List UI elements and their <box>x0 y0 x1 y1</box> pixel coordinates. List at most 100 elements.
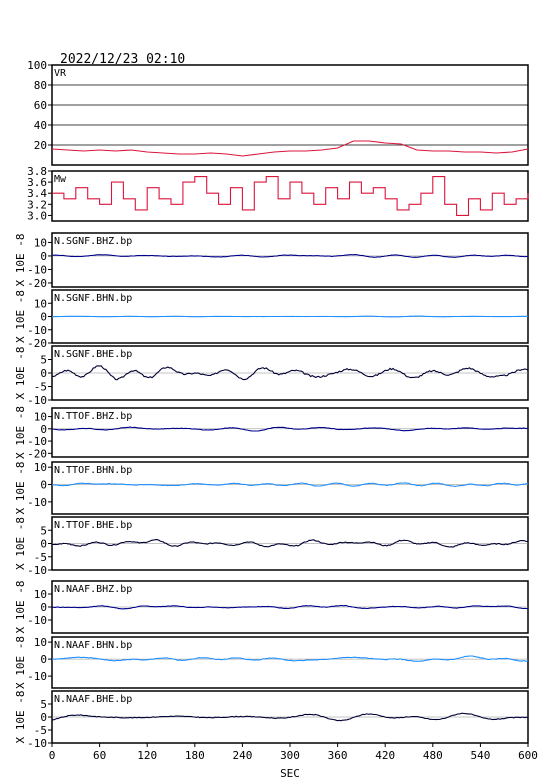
y-tick-label: 10 <box>34 236 47 249</box>
panel-frame <box>51 461 529 515</box>
x-tick-label: 360 <box>328 749 348 762</box>
y-axis-label: X 10E -8 <box>14 581 27 634</box>
y-tick-label: 0 <box>40 367 47 380</box>
y-tick-label: -20 <box>27 277 47 290</box>
y-tick-label: 80 <box>34 79 47 92</box>
y-tick-label: 3.2 <box>27 198 47 211</box>
y-axis-label: X 10E -8 <box>14 347 27 400</box>
panel-vr: 20 40 60 80 100 VR <box>27 59 529 166</box>
y-tick-label: 20 <box>34 139 47 152</box>
y-axis-label: X 10E -8 <box>14 462 27 515</box>
series-line-naaf-bhe <box>52 712 529 722</box>
y-axis-label: X 10E -8 <box>14 636 27 689</box>
y-tick-label: -10 <box>27 394 47 407</box>
series-line-vr <box>51 140 529 157</box>
panel-naaf-bhn: -10 0 10 N.NAAF.BHN.bp X 10E -8 <box>14 636 529 689</box>
x-tick-label: 420 <box>375 749 395 762</box>
y-tick-label: 3.8 <box>27 165 47 178</box>
y-tick-label: -10 <box>27 670 47 683</box>
x-tick-label: 120 <box>137 749 157 762</box>
y-tick-label: 3.6 <box>27 176 47 189</box>
panel-sgnf-bhe: -10-505 N.SGNF.BHE.bp X 10E -8 <box>14 345 529 407</box>
y-tick-label: 100 <box>27 59 47 72</box>
panel-label: Mw <box>54 174 67 185</box>
panel-frame <box>51 232 529 288</box>
x-tick-label: 480 <box>423 749 443 762</box>
panel-label: N.NAAF.BHN.bp <box>54 640 132 651</box>
y-tick-label: -5 <box>34 381 47 394</box>
panel-ttof-bhn: -10 0 10 N.TTOF.BHN.bp X 10E -8 <box>14 461 529 515</box>
series-line-mw <box>52 176 529 216</box>
y-tick-label: 0 <box>40 311 47 324</box>
series-line-ttof-bhn <box>51 482 529 488</box>
y-tick-label: 3.0 <box>27 209 47 222</box>
series-line-ttof-bhz <box>51 426 529 432</box>
y-tick-label: 0 <box>40 479 47 492</box>
y-tick-label: 0 <box>40 601 47 614</box>
panel-frame <box>51 407 529 458</box>
y-tick-label: 5 <box>40 354 47 367</box>
panel-naaf-bhe: -10-505 N.NAAF.BHE.bp X 10E -8 <box>14 690 529 750</box>
panel-frame <box>51 64 529 166</box>
x-tick-label: 0 <box>49 749 56 762</box>
panel-label: N.SGNF.BHN.bp <box>54 293 132 304</box>
y-axis-label: X 10E -8 <box>14 406 27 459</box>
y-tick-label: -10 <box>27 564 47 577</box>
y-tick-label: -10 <box>27 496 47 509</box>
series-line-sgnf-bhn <box>51 315 528 318</box>
series-line-naaf-bhz <box>51 604 529 610</box>
y-tick-label: -10 <box>27 263 47 276</box>
x-tick-label: 180 <box>185 749 205 762</box>
y-tick-label: -10 <box>27 435 47 448</box>
y-tick-label: 0 <box>40 711 47 724</box>
y-axis-label: X 10E -8 <box>14 290 27 343</box>
panel-label: N.TTOF.BHZ.bp <box>54 411 132 422</box>
y-axis-label: X 10E -8 <box>14 691 27 744</box>
panel-label: N.TTOF.BHE.bp <box>54 520 132 531</box>
y-tick-label: 0 <box>40 538 47 551</box>
y-tick-label: 10 <box>34 461 47 474</box>
y-tick-label: 0 <box>40 423 47 436</box>
timestamp-title: 2022/12/23 02:10 <box>60 52 185 67</box>
x-axis: 0 60 120 180 240 300 360 420 480 540 600 <box>49 743 538 762</box>
panel-label: VR <box>54 68 67 79</box>
y-tick-label: 5 <box>40 698 47 711</box>
y-tick-label: -5 <box>34 724 47 737</box>
y-tick-label: -10 <box>27 324 47 337</box>
y-tick-label: 10 <box>34 297 47 310</box>
y-tick-label: 0 <box>40 250 47 263</box>
y-axis-label: X 10E -8 <box>14 517 27 570</box>
series-line-sgnf-bhz <box>51 254 529 258</box>
y-tick-label: -5 <box>34 551 47 564</box>
panel-mw: 3.03.23.43.63.8 Mw <box>27 165 529 222</box>
panel-label: N.NAAF.BHZ.bp <box>54 584 132 595</box>
x-axis-label: SEC <box>280 767 300 780</box>
panel-frame <box>51 636 529 689</box>
y-tick-label: 40 <box>34 119 47 132</box>
x-tick-label: 300 <box>280 749 300 762</box>
y-tick-label: -20 <box>27 447 47 460</box>
panel-label: N.NAAF.BHE.bp <box>54 694 132 705</box>
y-tick-label: -20 <box>27 337 47 350</box>
y-tick-label: -10 <box>27 614 47 627</box>
panel-label: N.SGNF.BHZ.bp <box>54 236 132 247</box>
panel-label: N.SGNF.BHE.bp <box>54 349 132 360</box>
y-tick-label: 5 <box>40 524 47 537</box>
y-tick-label: 60 <box>34 99 47 112</box>
y-axis-label: X 10E -8 <box>14 234 27 287</box>
series-line-sgnf-bhe <box>51 365 529 381</box>
series-line-naaf-bhn <box>51 655 529 662</box>
y-tick-label: 10 <box>34 636 47 649</box>
x-tick-label: 60 <box>93 749 106 762</box>
series-line-ttof-bhe <box>51 539 529 548</box>
x-tick-label: 600 <box>518 749 538 762</box>
y-tick-label: -10 <box>27 737 47 750</box>
y-tick-label: 10 <box>34 588 47 601</box>
panel-label: N.TTOF.BHN.bp <box>54 465 132 476</box>
